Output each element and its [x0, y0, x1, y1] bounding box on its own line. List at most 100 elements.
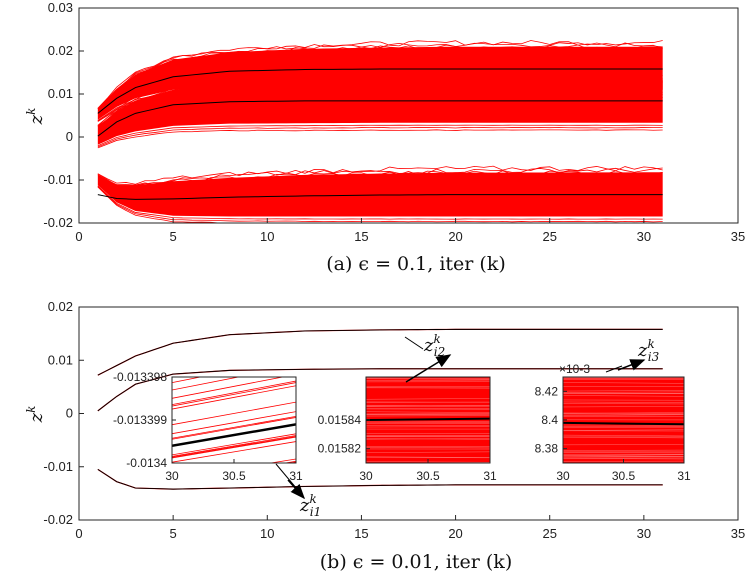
inset-plot	[172, 338, 296, 527]
inset-trajectory	[563, 401, 684, 403]
inset-trajectory	[172, 487, 296, 506]
annotation-z-i1-arrow	[287, 479, 305, 500]
x-tick-label: 35	[731, 229, 745, 244]
x-tick-label: 20	[448, 526, 462, 541]
inset-trajectory	[563, 382, 684, 384]
inset-1: 30 30.5 31 -0.013398 -0.013399 -0.0134	[113, 338, 303, 527]
inset-mean-line	[172, 423, 296, 448]
a-band-3-trajectory	[97, 165, 663, 185]
a-band-3-trajectory	[97, 167, 663, 186]
panel-b: 0 5 10 15 20 25 30 35 -0.02 -0.01 0 0.01 0.02 zk (b…	[24, 299, 745, 573]
inset-trajectory	[366, 438, 490, 440]
annotation-z-i2: zk i2	[404, 332, 452, 383]
x-tick-label: 25	[542, 229, 556, 244]
y-tick-label: 0.02	[48, 43, 73, 58]
x-tick-label: 30	[637, 526, 651, 541]
inset-trajectory	[172, 441, 296, 463]
a-band-3-trajectory	[97, 186, 663, 223]
inset-trajectory	[172, 507, 296, 525]
a-series-line-1	[97, 194, 663, 200]
x-tick-label: 30	[637, 229, 651, 244]
x-tick-label: 15	[354, 229, 368, 244]
inset-trajectory	[172, 411, 296, 435]
inset-trajectory	[172, 338, 296, 364]
inset-trajectory	[172, 487, 296, 506]
annotation-z-i3: zk i3	[605, 337, 660, 373]
a-band-2	[97, 79, 663, 145]
a-band-2-trajectory	[97, 77, 663, 127]
x-tick-label: 35	[731, 526, 745, 541]
y-tick-label: -0.02	[43, 215, 73, 230]
inset-trajectory	[172, 382, 296, 407]
inset-trajectory	[172, 377, 203, 384]
annotation-z-i3-pointer	[605, 365, 623, 373]
a-band-2-trajectory	[97, 75, 663, 127]
inset-trajectory	[366, 386, 490, 388]
inset-trajectory	[172, 436, 296, 458]
a-band-1-trajectory	[97, 44, 663, 110]
inset-y-tick-label: -0.013398	[113, 370, 167, 384]
y-tick-label: -0.02	[43, 512, 73, 527]
y-tick-label: -0.01	[43, 172, 73, 187]
inset-x-tick-label: 31	[289, 469, 303, 483]
b-series-line-2	[97, 328, 663, 376]
a-axes-box	[78, 7, 739, 224]
b-y-ticks: -0.02 -0.01 0 0.01 0.02	[43, 299, 84, 527]
inset-y-tick-label: 0.01582	[318, 442, 362, 456]
inset-y-tick-label: 8.42	[535, 384, 559, 398]
annotation-z-i2-label: zk i2	[423, 332, 445, 359]
annotation-z-i1: zk i1	[275, 463, 321, 519]
inset-trajectory	[172, 415, 296, 439]
inset-trajectory	[172, 385, 296, 410]
inset-trajectory	[366, 413, 490, 415]
inset-trajectory	[563, 414, 684, 416]
panel-a: 0 5 10 15 20 25 30 35 -0.02 -0.01 0 0.01 0.02 0.03 z…	[24, 0, 745, 275]
annotation-z-i2-arrow	[405, 354, 452, 383]
x-tick-label: 5	[170, 229, 177, 244]
inset-trajectory	[172, 435, 296, 457]
b-series-shadow-1	[97, 468, 663, 490]
inset-trajectory	[366, 451, 490, 453]
y-tick-label: 0	[66, 129, 73, 144]
b-y-label: zk	[24, 406, 47, 424]
b-lines	[97, 328, 663, 490]
inset-mean-line	[563, 421, 684, 426]
inset-mean-line	[366, 417, 490, 421]
b-caption: (b) ϵ = 0.01, iter (k)	[320, 551, 512, 573]
a-y-ticks: -0.02 -0.01 0 0.01 0.02 0.03	[43, 0, 84, 230]
a-series-line-2	[97, 68, 663, 114]
inset-x-tick-label: 30.5	[222, 469, 246, 483]
inset-y-tick-label: 0.01584	[318, 413, 362, 427]
inset-trajectory	[366, 447, 490, 449]
inset-y-tick-label: -0.013399	[113, 413, 167, 427]
annotation-z-i3-label: zk i3	[637, 337, 660, 364]
a-y-label: zk	[24, 108, 47, 126]
a-x-ticks: 0 5 10 15 20 25 30 35	[75, 218, 745, 244]
b-series-line-1	[97, 469, 663, 490]
x-tick-label: 5	[170, 526, 177, 541]
inset-2: 30 30.5 31 0.01584 0.01582	[318, 376, 497, 483]
inset-x-tick-label: 30.5	[416, 469, 440, 483]
inset-trajectory	[366, 420, 490, 422]
x-tick-label: 0	[75, 229, 82, 244]
b-series-line-3	[97, 368, 663, 412]
annotation-z-i2-pointer	[404, 336, 424, 350]
inset-trajectory	[366, 405, 490, 407]
inset-trajectory	[172, 507, 296, 525]
x-tick-label: 25	[542, 526, 556, 541]
y-tick-label: 0	[66, 406, 73, 421]
a-band-3-trajectory	[97, 170, 663, 186]
a-band-3	[97, 172, 663, 217]
a-bands	[97, 40, 663, 223]
inset-y-tick-label: 8.38	[535, 442, 559, 456]
inset-trajectory	[172, 510, 296, 527]
a-band-3-trajectory	[97, 185, 663, 220]
a-band-2-trajectory	[97, 73, 663, 126]
inset-trajectory	[172, 401, 296, 426]
x-tick-label: 10	[260, 229, 274, 244]
y-tick-label: 0.01	[48, 86, 73, 101]
b-x-ticks: 0 5 10 15 20 25 30 35	[75, 515, 745, 541]
inset-trajectory	[172, 510, 296, 527]
inset-trajectory	[366, 421, 490, 423]
